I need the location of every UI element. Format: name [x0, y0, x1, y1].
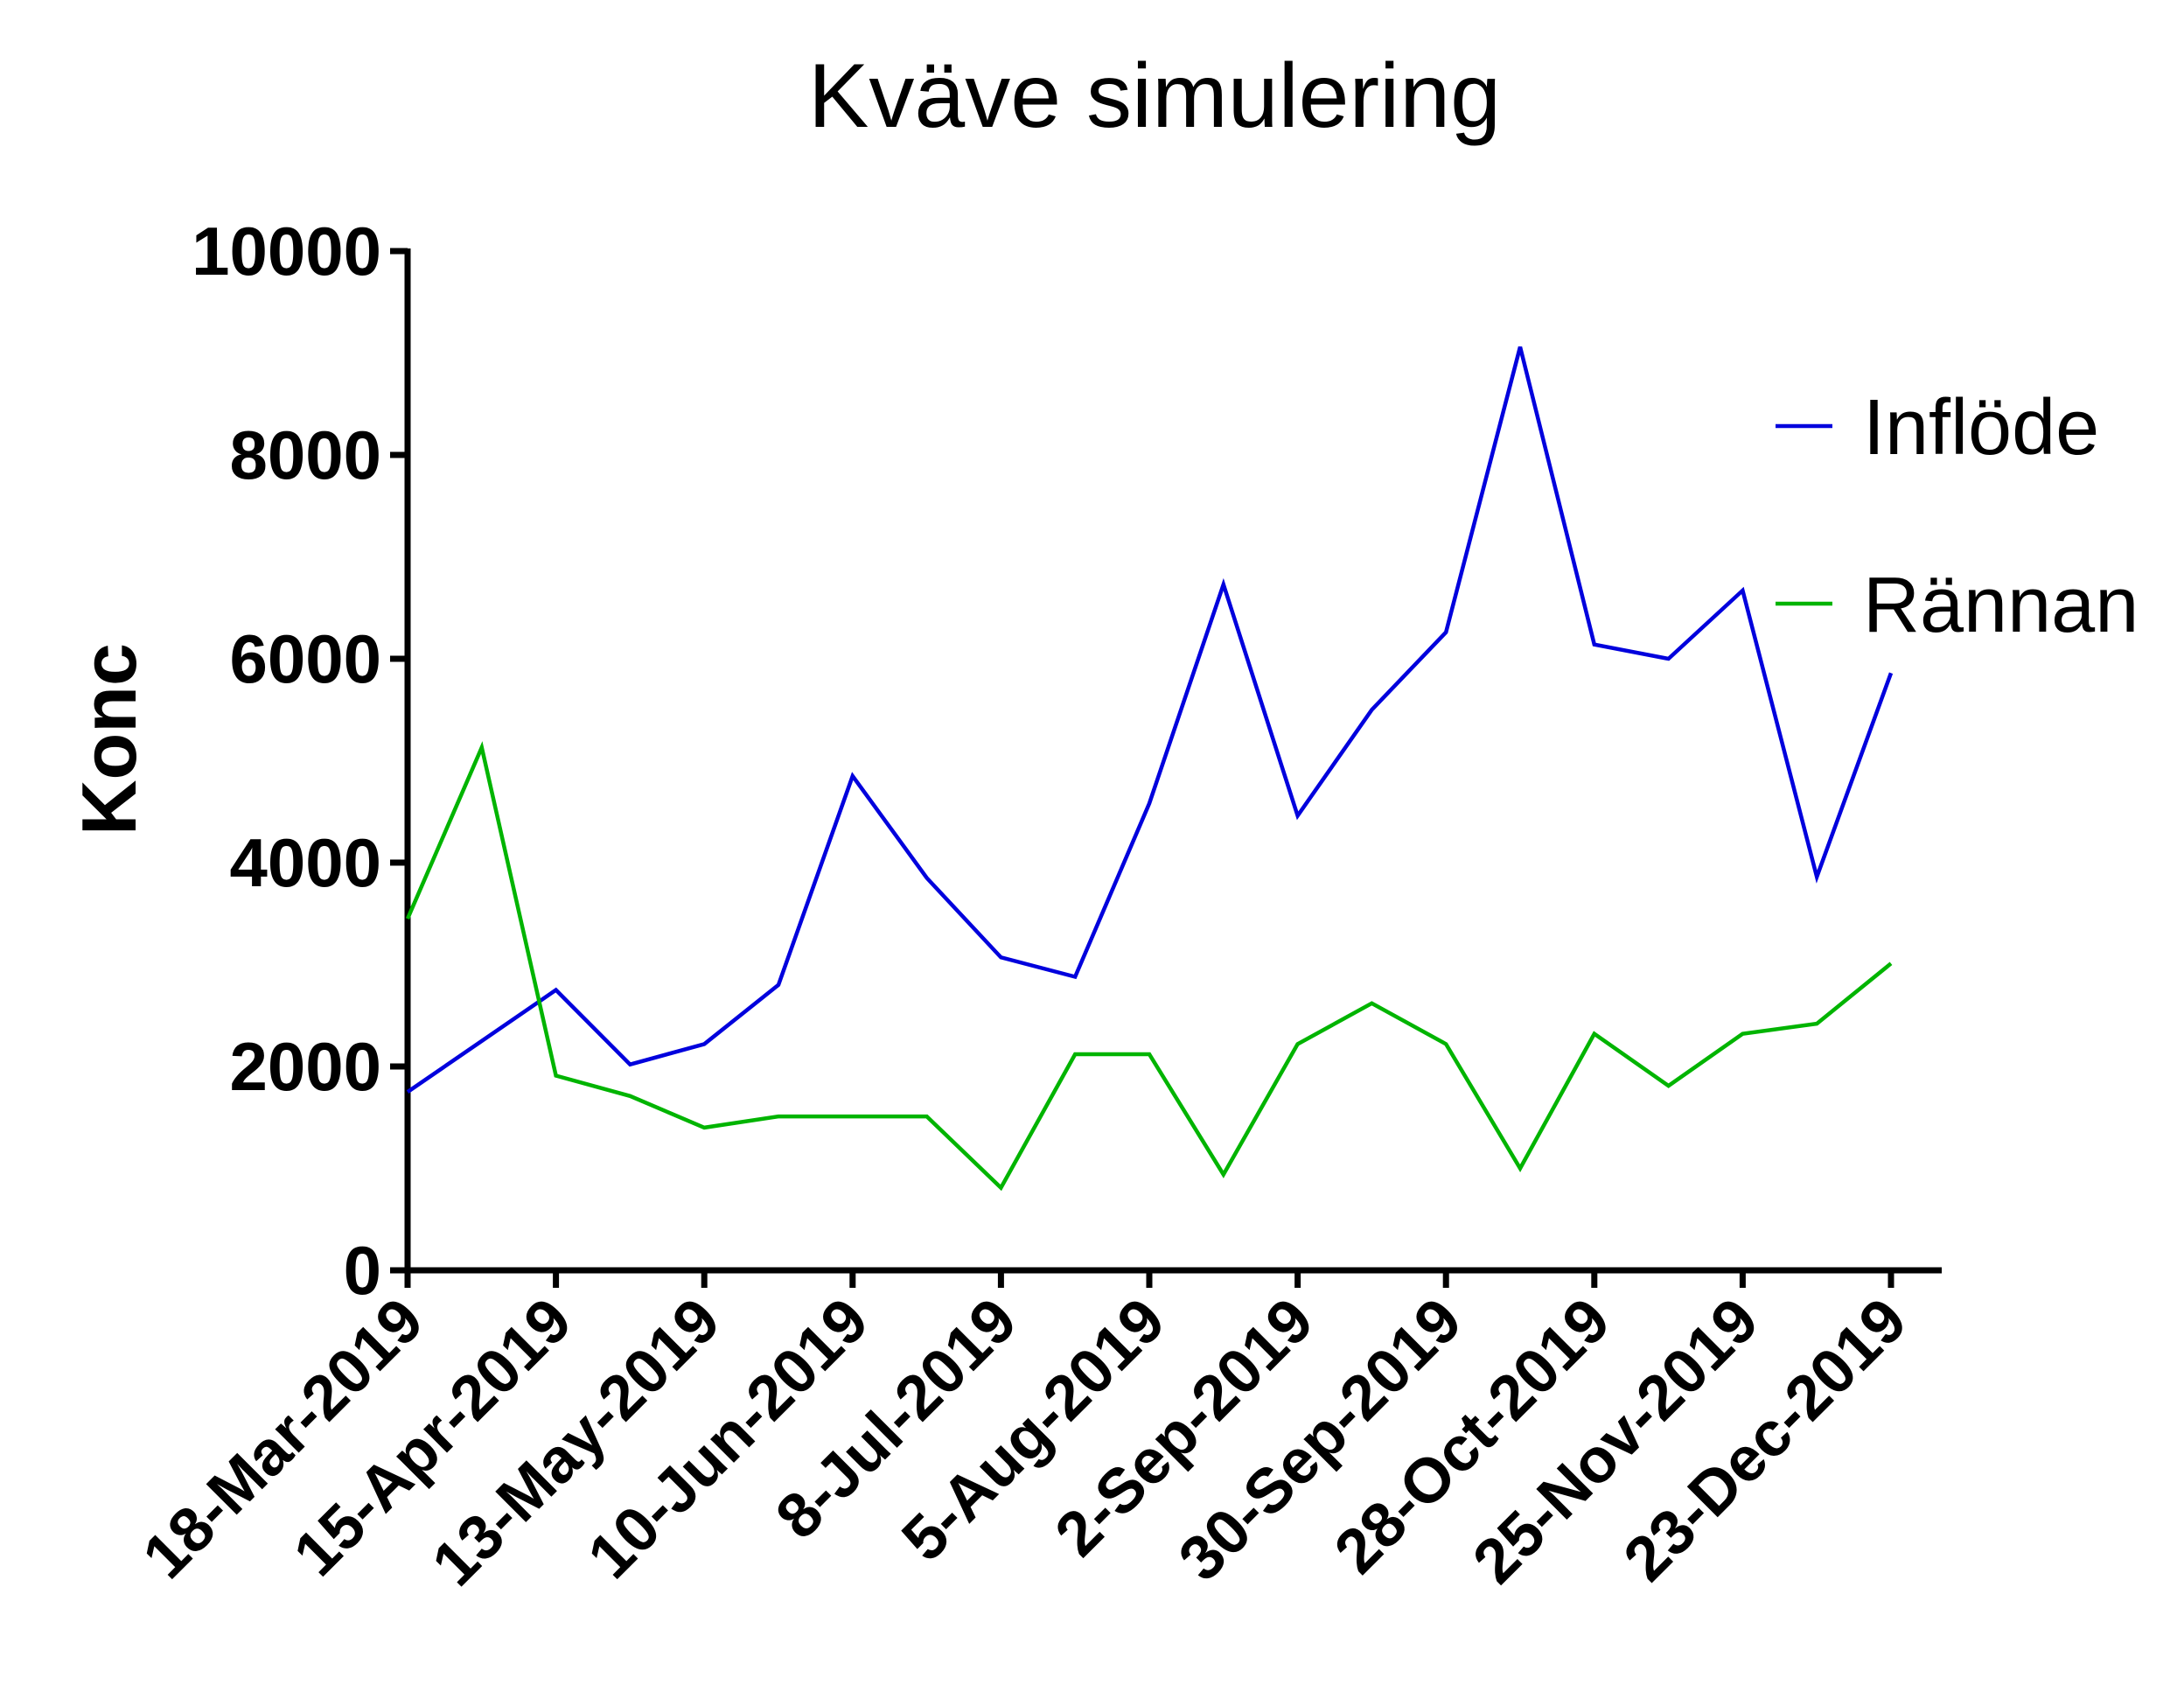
chart-title: Kväve simulering [808, 45, 1501, 147]
legend: Inflöde Rännan [1776, 384, 2139, 649]
plot-area: 020004000600080001000018-Mar-201915-Apr-… [129, 213, 1942, 1599]
y-tick-label: 6000 [229, 620, 381, 697]
y-tick-label: 0 [344, 1232, 381, 1309]
series-line-inflode [406, 346, 1894, 1094]
y-axis-label: Konc [66, 643, 152, 836]
y-tick-label: 4000 [229, 824, 381, 901]
y-tick-label: 10000 [192, 213, 381, 290]
legend-label-inflode: Inflöde [1863, 384, 2099, 472]
legend-label-rannan: Rännan [1863, 562, 2139, 649]
y-tick-label: 8000 [229, 416, 381, 493]
series-line-rannan [405, 741, 1893, 1192]
y-tick-label: 2000 [229, 1028, 381, 1105]
